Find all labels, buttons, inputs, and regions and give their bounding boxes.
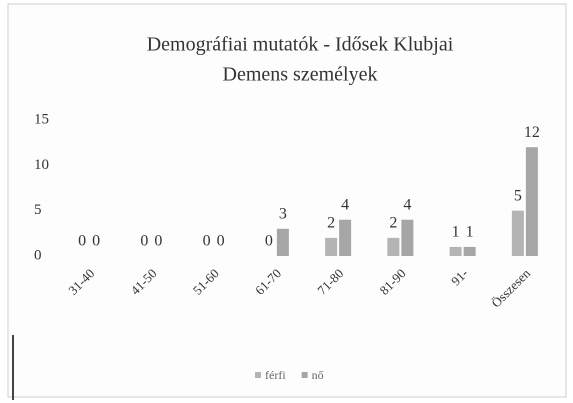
legend-swatch	[255, 372, 261, 378]
chart-title: Demográfiai mutatók - Idősek Klubjai	[147, 34, 454, 56]
bar	[401, 219, 414, 256]
legend-label: nő	[312, 368, 324, 382]
y-tick-label: 10	[34, 157, 49, 173]
bar	[387, 237, 400, 256]
data-label: 4	[341, 196, 349, 213]
chart-frame	[7, 3, 567, 398]
data-label: 12	[524, 124, 540, 141]
data-label: 2	[327, 215, 335, 232]
data-label: 0	[217, 233, 225, 250]
legend-label: férfi	[265, 368, 286, 382]
data-label: 0	[203, 233, 211, 250]
data-label: 3	[279, 205, 287, 222]
bar	[449, 246, 462, 256]
bar	[339, 219, 352, 256]
y-tick-label: 5	[34, 202, 42, 218]
data-label: 0	[78, 233, 86, 250]
data-label: 0	[265, 233, 273, 250]
legend-swatch	[301, 372, 308, 378]
chart-subtitle: Demens személyek	[223, 64, 378, 86]
data-label: 1	[452, 224, 460, 241]
bar	[325, 237, 338, 256]
y-tick-label: 15	[34, 111, 49, 127]
data-label: 4	[403, 196, 411, 213]
data-label: 2	[389, 215, 397, 232]
bar	[463, 246, 476, 256]
bar	[525, 147, 538, 256]
data-label: 5	[514, 187, 522, 204]
data-label: 1	[466, 224, 474, 241]
bar	[511, 210, 524, 256]
data-label: 0	[92, 233, 100, 250]
data-label: 0	[140, 233, 148, 250]
bar	[276, 228, 289, 256]
data-label: 0	[154, 233, 162, 250]
y-tick-label: 0	[34, 247, 42, 263]
